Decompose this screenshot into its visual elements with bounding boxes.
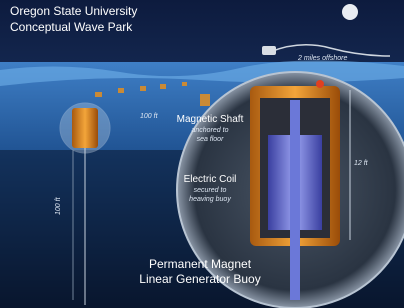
height-label: 12 ft (354, 160, 369, 167)
callout-title: Magnetic Shaft (177, 114, 244, 125)
callout-detail: anchored to (192, 127, 229, 134)
spacing-label: 100 ft (140, 113, 159, 120)
offshore-label: 2 miles offshore (297, 55, 348, 62)
title-line: Oregon State University (10, 4, 137, 18)
caption-line: Permanent Magnet (149, 257, 252, 271)
caption-line: Linear Generator Buoy (139, 272, 260, 286)
callout-detail: sea floor (197, 136, 225, 143)
depth-label: 100 ft (55, 196, 62, 215)
shaft (290, 100, 300, 300)
callout-title: Electric Coil (184, 174, 237, 185)
illustration: Oregon State University Conceptual Wave … (0, 0, 404, 308)
title-line: Conceptual Wave Park (10, 20, 133, 34)
plug (262, 46, 276, 55)
page: Oregon State University Conceptual Wave … (0, 0, 404, 308)
callout-detail: heaving buoy (189, 196, 231, 203)
moon (342, 4, 358, 20)
callout-detail: secured to (194, 187, 227, 194)
beacon (316, 80, 324, 88)
small-buoy (72, 108, 98, 148)
